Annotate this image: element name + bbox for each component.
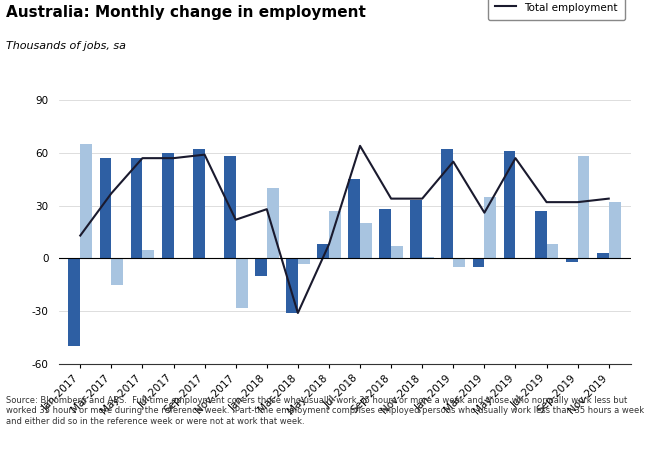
Text: Source: Bloomberg and ABS.  Full-time employment covers those who usually work 3: Source: Bloomberg and ABS. Full-time emp…	[6, 396, 645, 425]
Bar	[131, 158, 142, 258]
Bar	[142, 250, 154, 258]
Bar	[535, 211, 547, 258]
Bar	[380, 209, 391, 258]
Bar	[597, 253, 609, 258]
Bar	[578, 157, 590, 258]
Bar	[348, 179, 360, 258]
Bar	[473, 258, 484, 267]
Bar	[193, 149, 205, 258]
Bar	[286, 258, 298, 313]
Bar	[236, 258, 248, 308]
Bar	[317, 244, 329, 258]
Bar	[298, 258, 309, 264]
Bar	[255, 258, 266, 276]
Bar	[99, 158, 111, 258]
Bar	[422, 257, 434, 258]
Text: Australia: Monthly change in employment: Australia: Monthly change in employment	[6, 5, 367, 20]
Bar	[68, 258, 80, 346]
Bar	[410, 200, 422, 258]
Bar	[566, 258, 578, 262]
Bar	[162, 153, 174, 258]
Bar	[547, 244, 558, 258]
Bar	[224, 157, 236, 258]
Bar	[391, 246, 403, 258]
Bar	[266, 188, 279, 258]
Bar	[441, 149, 453, 258]
Bar	[504, 151, 515, 258]
Bar	[484, 197, 496, 258]
Text: Thousands of jobs, sa: Thousands of jobs, sa	[6, 41, 127, 51]
Bar	[360, 223, 372, 258]
Bar	[453, 258, 465, 267]
Bar	[111, 258, 123, 285]
Bar	[80, 144, 92, 258]
Bar	[609, 202, 621, 258]
Legend: Full-time, Part-time, Total employment: Full-time, Part-time, Total employment	[488, 0, 625, 20]
Bar	[329, 211, 341, 258]
